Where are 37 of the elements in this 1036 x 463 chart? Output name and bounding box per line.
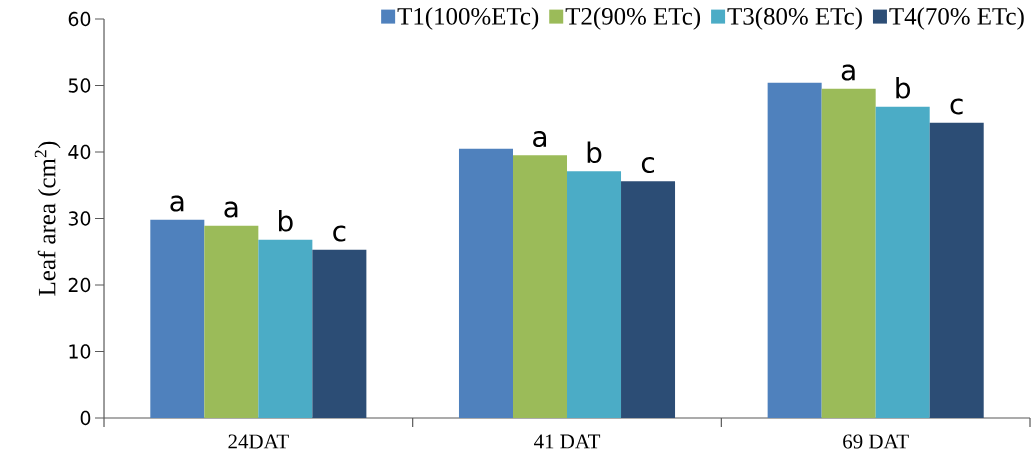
data-label: b [587, 141, 602, 164]
data-label: c [333, 225, 346, 242]
data-label: b [279, 209, 293, 232]
bar [821, 88, 876, 418]
bar [512, 155, 568, 418]
data-label: b [896, 76, 910, 99]
y-tick-label: 40 [68, 144, 91, 160]
bar [767, 82, 822, 418]
bar [458, 148, 513, 418]
y-axis-title: Leaf area (cm$^{2}$) [34, 141, 61, 296]
legend-label: T1(100%ETc) [397, 7, 539, 30]
bar [929, 122, 984, 418]
data-label: c [641, 157, 654, 174]
y-tick-label: 50 [68, 78, 91, 93]
legend-label: T3(80% ETc) [727, 7, 862, 30]
y-tick-label: 60 [68, 11, 91, 27]
bar [875, 106, 930, 418]
bar [621, 181, 676, 418]
y-tick-label: 30 [68, 211, 91, 226]
x-tick-label: 24DAT [228, 434, 289, 449]
data-label: c [950, 98, 963, 115]
data-label: a [841, 64, 855, 81]
legend-label: T4(70% ETc) [889, 7, 1024, 30]
y-tick-label: 20 [68, 277, 91, 293]
bar [204, 225, 259, 418]
x-tick-label: 41 DAT [534, 434, 601, 449]
data-label: a [224, 201, 238, 218]
bar [567, 171, 622, 418]
legend-label: T2(90% ETc) [565, 7, 701, 30]
y-tick-label: 10 [69, 344, 91, 359]
y-tick-label: 0 [80, 410, 91, 426]
bar [150, 219, 205, 418]
x-tick-label: 69 DAT [843, 434, 909, 449]
data-label: a [170, 195, 184, 212]
bar [258, 239, 313, 418]
bar [312, 249, 367, 418]
data-label: a [533, 131, 547, 148]
